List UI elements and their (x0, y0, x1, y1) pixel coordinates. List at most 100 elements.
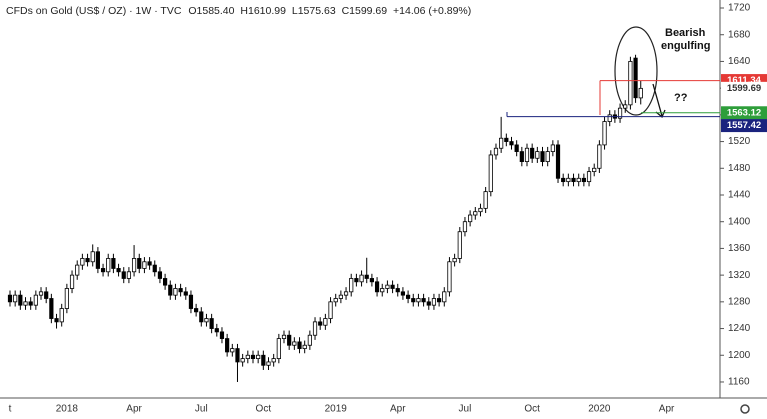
candle-body (240, 358, 245, 363)
x-tick-label: Oct (524, 404, 540, 415)
candle-body (468, 214, 473, 223)
candle-body (343, 291, 349, 296)
candle-body (550, 144, 555, 152)
candle-body (28, 301, 33, 306)
candle-body (173, 288, 178, 296)
candle-body (364, 274, 369, 279)
candle-body (230, 348, 235, 353)
candle-body (194, 308, 199, 313)
x-tick-label: Apr (659, 404, 675, 415)
candle-body (488, 154, 493, 193)
x-tick-label: Jul (195, 404, 208, 415)
candle-body (287, 334, 292, 346)
candle-body (297, 341, 302, 349)
settings-icon[interactable] (740, 404, 750, 414)
candle-body (395, 288, 400, 293)
candle-body (13, 294, 18, 303)
x-tick-label: Apr (390, 404, 406, 415)
candle-body (504, 137, 509, 142)
x-tick-label: 2020 (588, 404, 611, 415)
candle-body (121, 271, 126, 279)
y-tick-label: 1520 (728, 136, 751, 147)
candle-body (85, 258, 90, 263)
candle-body (80, 258, 85, 266)
candle-body (276, 338, 281, 360)
candle-body (514, 144, 519, 152)
y-tick-label: 1360 (728, 243, 751, 254)
candle-body (209, 318, 214, 329)
candle-body (519, 151, 524, 163)
candle-body (617, 107, 623, 119)
candle-body (204, 318, 209, 323)
annotation: Bearish (665, 27, 706, 39)
candle-body (359, 274, 364, 283)
candle-body (452, 258, 457, 263)
candle-body (530, 147, 535, 159)
price-label: 1599.69 (727, 83, 761, 94)
candle-body (385, 284, 390, 289)
candle-body (49, 298, 54, 319)
candle-body (250, 354, 256, 360)
candle-body (152, 264, 157, 273)
candle-body (328, 301, 333, 319)
y-tick-label: 1400 (728, 216, 751, 227)
price-label-bg (721, 119, 767, 133)
candle-body (462, 221, 468, 233)
y-tick-label: 1640 (728, 56, 751, 67)
candle-body (390, 284, 395, 289)
candle-body (131, 258, 137, 273)
candle-body (431, 298, 437, 306)
candle-body (483, 191, 488, 209)
candle-body (473, 211, 478, 216)
candle-body (411, 298, 416, 303)
candle-body (638, 87, 643, 99)
candle-body (178, 288, 183, 293)
candle-body (44, 291, 49, 299)
candle-body (90, 251, 95, 263)
y-tick-label: 1160 (728, 377, 750, 388)
ohlc-change: +14.06 (+0.89%) (393, 5, 471, 17)
candle-body (261, 354, 266, 366)
candle-body (7, 294, 13, 303)
candle-body (100, 268, 106, 273)
candle-body (162, 278, 168, 286)
candle-body (183, 291, 188, 296)
candle-body (478, 207, 483, 213)
x-tick-label: Oct (256, 404, 272, 415)
candle-body (307, 334, 312, 346)
candle-body (188, 294, 194, 309)
annotation: engulfing (661, 40, 711, 52)
y-tick-label: 1280 (728, 296, 751, 307)
y-tick-label: 1240 (728, 323, 751, 334)
candle-body (535, 151, 540, 159)
candle-body (349, 278, 354, 293)
gear[interactable] (740, 404, 750, 414)
candle-body (199, 311, 204, 323)
candle-body (137, 258, 142, 269)
candle-body (312, 321, 318, 336)
candle-body (607, 114, 612, 122)
candle-body (318, 321, 323, 326)
candle-body (147, 261, 152, 266)
candle-body (499, 137, 504, 149)
candle-body (64, 288, 69, 309)
candle-body (225, 338, 230, 353)
candle-body (592, 167, 597, 173)
candle-body (106, 258, 111, 273)
candle-body (545, 151, 550, 163)
candle-body (623, 104, 628, 109)
candle-body (256, 354, 261, 360)
y-tick-label: 1480 (728, 163, 751, 174)
candle-body (380, 288, 385, 293)
x-tick-label: Jul (459, 404, 472, 415)
candle-body (586, 171, 592, 183)
candle-body (628, 61, 633, 106)
candle-body (281, 334, 287, 339)
candle-body (405, 294, 411, 299)
candle-body (23, 301, 28, 306)
candle-body (333, 298, 338, 303)
candle-body (457, 231, 462, 259)
candle-body (69, 274, 75, 289)
y-tick-label: 1200 (728, 350, 751, 361)
